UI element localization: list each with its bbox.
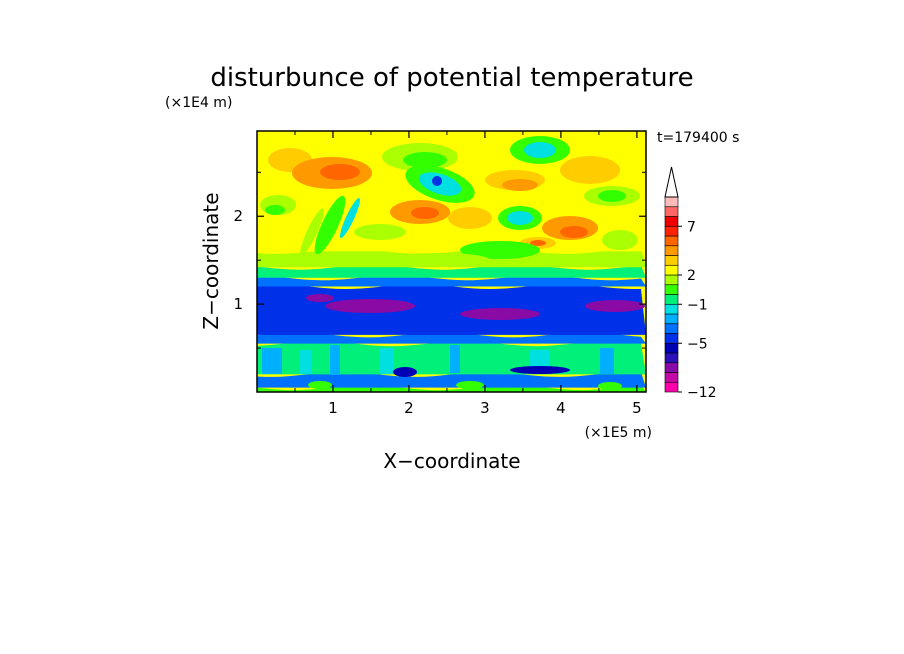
x-tick-label: 4 <box>556 399 566 417</box>
colorbar-label: 7 <box>687 219 696 235</box>
contour-band <box>257 332 646 344</box>
x-tick-label: 3 <box>480 399 490 417</box>
colorbar-swatch <box>664 264 679 276</box>
upper-anomalies <box>260 136 640 267</box>
colorbar-swatch <box>664 313 679 325</box>
y-axis: 12 <box>233 171 646 349</box>
colorbar-swatch <box>664 284 679 295</box>
x-axis-label: X−coordinate <box>383 449 520 473</box>
colorbar-swatch <box>664 245 679 256</box>
y-unit-label: (×1E4 m) <box>165 95 232 111</box>
y-tick-label: 2 <box>233 207 243 225</box>
y-axis-label: Z−coordinate <box>199 192 223 329</box>
colorbar-swatch <box>664 206 679 217</box>
colorbar-swatch <box>664 333 679 344</box>
colorbar-swatch <box>664 352 679 364</box>
colorbar-label: −5 <box>687 336 708 352</box>
colorbar-swatch <box>664 342 679 354</box>
colorbar-swatch <box>664 294 679 305</box>
colorbar-swatch <box>664 303 679 315</box>
colorbar-swatch <box>664 235 679 247</box>
x-axis: 1 2 3 4 5 <box>294 131 642 417</box>
colorbar-swatch <box>664 196 679 208</box>
colorbar: −12−5−127 <box>664 166 717 401</box>
y-tick-label: 1 <box>233 295 243 313</box>
colorbar-extension-arrow <box>664 166 679 198</box>
lower-anomalies <box>262 345 622 390</box>
contour-band <box>257 264 646 278</box>
colorbar-label: −1 <box>687 297 708 313</box>
colorbar-label: 2 <box>687 268 696 284</box>
contour-band <box>257 284 646 335</box>
colorbar-swatch <box>664 323 679 334</box>
x-unit-label: (×1E5 m) <box>585 425 652 441</box>
colorbar-label: −12 <box>687 385 717 401</box>
x-tick-label: 1 <box>328 399 338 417</box>
colorbar-swatch <box>664 216 679 227</box>
plot-frame <box>256 130 647 393</box>
colorbar-swatch <box>664 225 679 237</box>
colorbar-swatch <box>664 274 679 286</box>
x-tick-label: 5 <box>632 399 642 417</box>
chart-title: disturbunce of potential temperature <box>210 63 693 93</box>
x-tick-label: 2 <box>404 399 414 417</box>
colorbar-swatch <box>664 362 679 373</box>
mid-anomalies <box>306 294 645 320</box>
colorbar-swatch <box>664 372 679 383</box>
colorbar-swatch <box>664 255 679 266</box>
contour-band <box>257 371 646 388</box>
contour-band <box>257 275 646 287</box>
colorbar-swatch <box>664 381 679 393</box>
time-label: t=179400 s <box>657 130 739 146</box>
contour-plot-area <box>257 131 646 392</box>
